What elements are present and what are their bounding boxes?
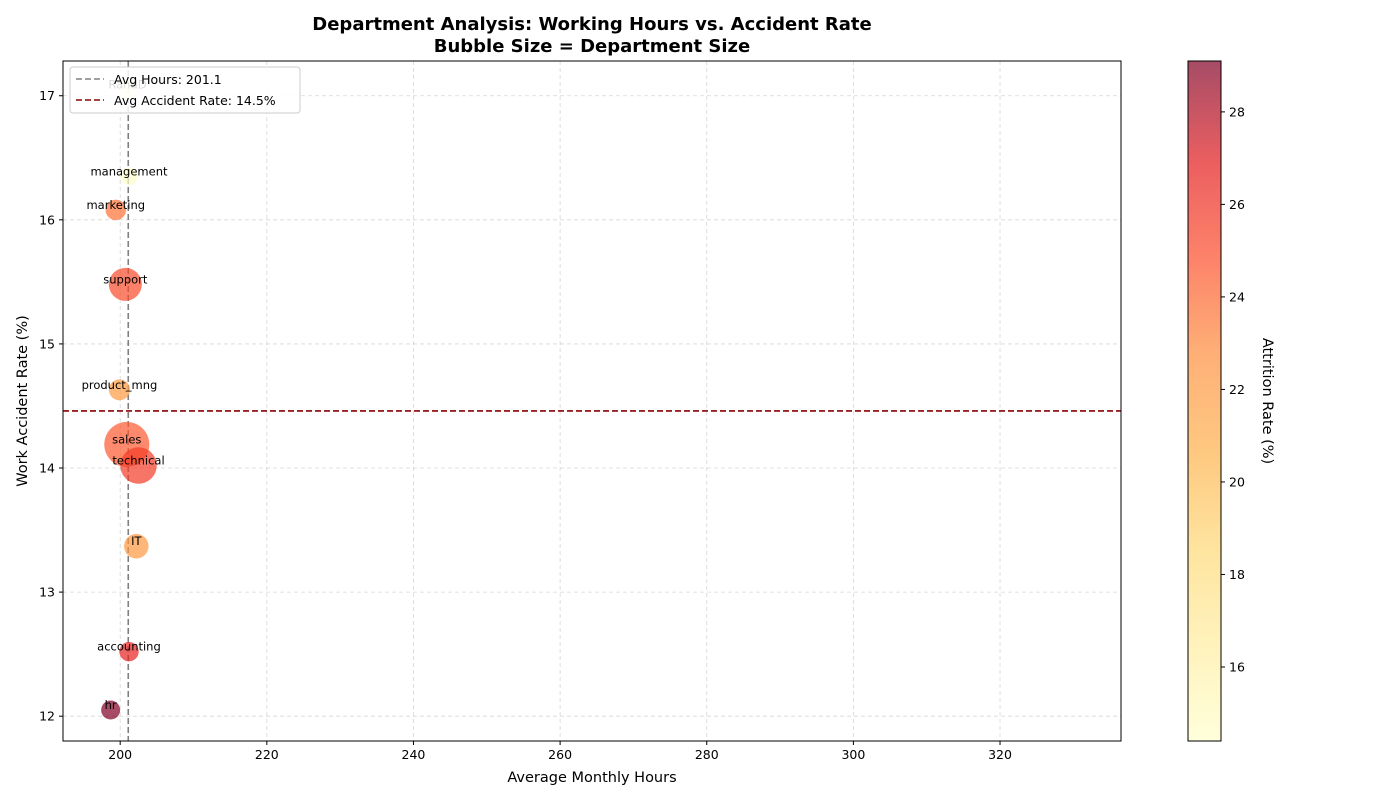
- legend-label-avg-hours: Avg Hours: 201.1: [114, 72, 222, 87]
- colorbar-tick-label: 20: [1229, 474, 1245, 489]
- y-tick-label: 16: [39, 212, 55, 227]
- point-label-sales: sales: [112, 432, 141, 446]
- colorbar-label: Attrition Rate (%): [1259, 338, 1275, 464]
- colorbar-tick-label: 26: [1229, 197, 1245, 212]
- bubble-hr: [101, 700, 121, 720]
- point-label-it: IT: [131, 534, 142, 548]
- bubble-it: [124, 533, 149, 559]
- bubble-marketing: [105, 199, 127, 221]
- x-tick-label: 320: [988, 747, 1012, 762]
- legend-label-avg-accident-rate: Avg Accident Rate: 14.5%: [114, 93, 276, 108]
- plot-frame: [62, 60, 1122, 742]
- x-tick-label: 200: [108, 747, 132, 762]
- point-label-marketing: marketing: [86, 198, 145, 212]
- bubble-technical: [120, 447, 157, 484]
- bubbles: [101, 79, 157, 720]
- x-tick-label: 220: [255, 747, 279, 762]
- point-label-accounting: accounting: [97, 640, 161, 654]
- bubble-accounting: [119, 641, 139, 662]
- legend: Avg Hours: 201.1 Avg Accident Rate: 14.5…: [69, 66, 301, 114]
- colorbar-tick-label: 22: [1229, 382, 1245, 397]
- point-label-support: support: [103, 272, 148, 286]
- bubble-support: [108, 267, 142, 301]
- bubble-product-mng: [108, 379, 130, 401]
- colorbar-tick-label: 18: [1229, 567, 1245, 582]
- point-label-product-mng: product_mng: [82, 378, 158, 392]
- y-tick-label: 12: [39, 709, 55, 724]
- chart-title-line2: Bubble Size = Department Size: [434, 36, 751, 57]
- colorbar-gradient: [1188, 61, 1221, 741]
- y-tick-label: 14: [39, 461, 55, 476]
- x-axis-label: Average Monthly Hours: [507, 770, 676, 786]
- y-tick-label: 15: [39, 336, 55, 351]
- colorbar-tick-label: 16: [1229, 659, 1245, 674]
- y-axis-label: Work Accident Rate (%): [15, 315, 31, 487]
- colorbar-ticks: 16 18 20 22 24 26 28: [1221, 104, 1245, 674]
- y-tick-label: 13: [39, 585, 55, 600]
- colorbar-tick-label: 24: [1229, 289, 1245, 304]
- x-tick-label: 260: [548, 747, 572, 762]
- y-tick-label: 17: [39, 88, 55, 103]
- grid-lines: [63, 61, 1121, 741]
- reference-lines: [63, 61, 1121, 741]
- x-axis-ticks: 200 220 240 260 280 300 320: [108, 741, 1012, 762]
- point-label-hr: hr: [105, 698, 117, 712]
- colorbar-frame: [1187, 60, 1222, 742]
- colorbar-tick-label: 28: [1229, 104, 1245, 119]
- point-label-management: management: [90, 164, 168, 178]
- chart-title-line1: Department Analysis: Working Hours vs. A…: [312, 14, 871, 35]
- bubble-management: [120, 167, 138, 186]
- legend-box: [69, 66, 301, 114]
- colorbar: 16 18 20 22 24 26 28 Attrition Rate (%): [1187, 60, 1275, 742]
- x-tick-label: 240: [402, 747, 426, 762]
- x-tick-label: 300: [841, 747, 865, 762]
- y-axis-ticks: 12 13 14 15 16 17: [39, 88, 63, 724]
- point-label-technical: technical: [112, 454, 164, 468]
- x-tick-label: 280: [695, 747, 719, 762]
